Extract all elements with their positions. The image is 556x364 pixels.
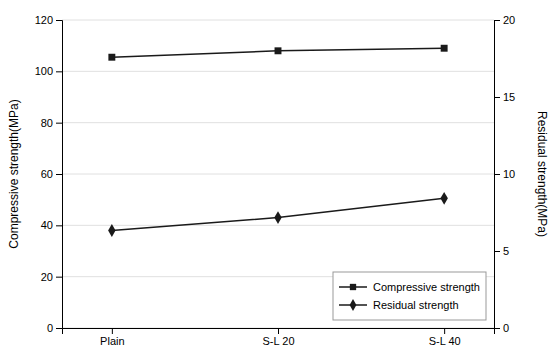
axis-line (495, 21, 501, 329)
axis-line (63, 329, 495, 335)
tick-label: S-L 40 (429, 335, 461, 347)
grid-line (62, 174, 494, 175)
tick-mark (56, 328, 62, 329)
tick: 5 (494, 245, 509, 257)
chart: Plain S-L 20 S-L 40 0 20 40 60 80 100 120 0 5 10 15 20… (0, 0, 556, 364)
tick: 120 (35, 14, 62, 26)
tick-mark (494, 20, 500, 21)
legend: Compressive strength Residual strength (333, 272, 486, 320)
tick-mark (56, 277, 62, 278)
tick-label: 5 (503, 245, 509, 257)
tick: S-L 40 (429, 328, 461, 347)
tick-mark (494, 328, 500, 329)
tick: 10 (494, 168, 515, 180)
legend-label: Compressive strength (373, 281, 480, 293)
point-marker (275, 47, 282, 54)
tick-mark (56, 225, 62, 226)
y-axis: 0 20 40 60 80 100 120 (35, 14, 63, 334)
x-axis: Plain S-L 20 S-L 40 (63, 328, 495, 347)
tick-mark (56, 123, 62, 124)
tick-label: 60 (41, 168, 53, 180)
tick: 40 (41, 219, 62, 231)
tick-mark (444, 328, 445, 334)
tick-mark (56, 174, 62, 175)
y2-axis: 0 5 10 15 20 (494, 14, 515, 334)
series-line (112, 48, 444, 57)
legend-marker (350, 284, 356, 290)
tick-label: S-L 20 (262, 335, 294, 347)
legend-marker (350, 299, 357, 311)
tick-label: 100 (35, 65, 53, 77)
tick: 0 (47, 322, 62, 334)
tick-mark (278, 328, 279, 334)
marks (108, 45, 448, 237)
tick-mark (56, 20, 62, 21)
tick-label: 20 (503, 14, 515, 26)
grid (62, 20, 494, 328)
tick-label: Plain (100, 335, 124, 347)
tick: 60 (41, 168, 62, 180)
tick-label: 0 (47, 322, 53, 334)
point-marker (108, 224, 115, 237)
point-marker (441, 45, 448, 52)
series-line (112, 198, 444, 230)
tick-mark (56, 71, 62, 72)
grid-line (62, 71, 494, 72)
point-marker (108, 54, 115, 61)
tick-label: 0 (503, 322, 509, 334)
legend-box (333, 272, 486, 320)
tick-mark (494, 97, 500, 98)
grid-line (62, 225, 494, 226)
tick: 80 (41, 117, 62, 129)
y-axis-title: Compressive strength(MPa) (7, 99, 21, 248)
tick: 15 (494, 91, 515, 103)
tick: Plain (100, 328, 124, 347)
tick-label: 120 (35, 14, 53, 26)
y2-axis-title: Residual strength(MPa) (535, 111, 549, 237)
legend-label: Residual strength (373, 299, 459, 311)
grid-line (62, 20, 494, 21)
tick-label: 10 (503, 168, 515, 180)
tick: S-L 20 (262, 328, 294, 347)
tick-label: 40 (41, 219, 53, 231)
tick-label: 15 (503, 91, 515, 103)
point-marker (274, 211, 281, 224)
tick-mark (112, 328, 113, 334)
tick: 0 (494, 322, 509, 334)
point-marker (440, 192, 447, 205)
grid-line (62, 122, 494, 123)
tick: 100 (35, 65, 62, 77)
tick-label: 80 (41, 117, 53, 129)
tick-label: 20 (41, 271, 53, 283)
axis-line (56, 21, 63, 329)
tick-mark (494, 174, 500, 175)
plot: Plain S-L 20 S-L 40 0 20 40 60 80 100 120 0 5 10 15 20… (7, 14, 549, 347)
tick: 20 (41, 271, 62, 283)
tick: 20 (494, 14, 515, 26)
tick-mark (494, 251, 500, 252)
